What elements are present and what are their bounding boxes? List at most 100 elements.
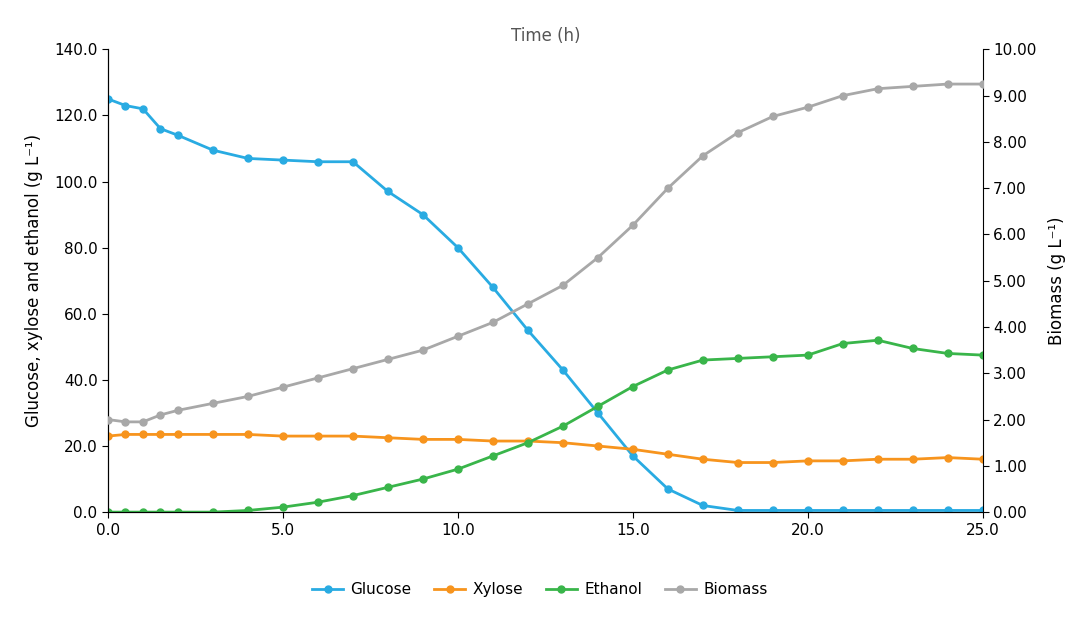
- Glucose: [976, 507, 989, 514]
- Ethanol: [556, 423, 569, 430]
- Glucose: [872, 507, 885, 514]
- Xylose: [154, 431, 167, 438]
- Xylose: [451, 436, 464, 443]
- Glucose: [697, 502, 710, 509]
- Biomass: [626, 222, 639, 229]
- Biomass: [451, 333, 464, 340]
- Biomass: [976, 80, 989, 88]
- Biomass: [836, 92, 849, 99]
- Ethanol: [102, 508, 114, 516]
- Glucose: [731, 507, 744, 514]
- Xylose: [801, 457, 814, 465]
- Biomass: [154, 411, 167, 418]
- Glucose: [311, 158, 324, 165]
- Biomass: [801, 104, 814, 111]
- Xylose: [136, 431, 149, 438]
- Ethanol: [872, 336, 885, 344]
- Glucose: [767, 507, 780, 514]
- Biomass: [697, 152, 710, 159]
- Xylose: [731, 459, 744, 466]
- Xylose: [486, 437, 499, 445]
- Xylose: [836, 457, 849, 465]
- Title: Time (h): Time (h): [511, 27, 580, 45]
- Ethanol: [136, 508, 149, 516]
- Biomass: [172, 407, 185, 414]
- Biomass: [486, 318, 499, 326]
- Ethanol: [206, 508, 219, 516]
- Xylose: [276, 433, 289, 440]
- Glucose: [801, 507, 814, 514]
- Legend: Glucose, Xylose, Ethanol, Biomass: Glucose, Xylose, Ethanol, Biomass: [306, 576, 774, 603]
- Xylose: [626, 445, 639, 453]
- Biomass: [347, 365, 360, 372]
- Xylose: [172, 431, 185, 438]
- Ethanol: [486, 452, 499, 460]
- Xylose: [242, 431, 255, 438]
- Ethanol: [661, 366, 674, 374]
- Line: Xylose: Xylose: [105, 431, 986, 466]
- Ethanol: [347, 492, 360, 499]
- Y-axis label: Biomass (g L⁻¹): Biomass (g L⁻¹): [1048, 217, 1066, 345]
- Biomass: [592, 254, 605, 262]
- Biomass: [381, 355, 394, 363]
- Ethanol: [119, 508, 132, 516]
- Ethanol: [906, 345, 919, 352]
- Biomass: [731, 129, 744, 136]
- Glucose: [154, 125, 167, 133]
- Biomass: [522, 300, 535, 308]
- Biomass: [872, 85, 885, 93]
- Ethanol: [836, 340, 849, 347]
- Xylose: [592, 442, 605, 450]
- Ethanol: [942, 350, 955, 357]
- Biomass: [942, 80, 955, 88]
- Biomass: [767, 113, 780, 120]
- Ethanol: [417, 475, 430, 482]
- Xylose: [311, 433, 324, 440]
- Ethanol: [976, 352, 989, 359]
- Biomass: [417, 347, 430, 354]
- Glucose: [626, 452, 639, 460]
- Ethanol: [731, 355, 744, 362]
- Glucose: [522, 326, 535, 334]
- Ethanol: [697, 357, 710, 364]
- Xylose: [906, 455, 919, 463]
- Ethanol: [767, 353, 780, 360]
- Glucose: [276, 156, 289, 164]
- Glucose: [417, 211, 430, 218]
- Glucose: [486, 284, 499, 291]
- Xylose: [102, 433, 114, 440]
- Ethanol: [522, 439, 535, 447]
- Y-axis label: Glucose, xylose and ethanol (g L⁻¹): Glucose, xylose and ethanol (g L⁻¹): [25, 134, 43, 428]
- Xylose: [767, 459, 780, 466]
- Glucose: [592, 409, 605, 416]
- Ethanol: [154, 508, 167, 516]
- Glucose: [942, 507, 955, 514]
- Xylose: [872, 455, 885, 463]
- Glucose: [242, 155, 255, 162]
- Glucose: [206, 146, 219, 154]
- Glucose: [906, 507, 919, 514]
- Biomass: [556, 281, 569, 289]
- Biomass: [311, 374, 324, 381]
- Xylose: [522, 437, 535, 445]
- Biomass: [276, 383, 289, 391]
- Glucose: [172, 131, 185, 139]
- Xylose: [417, 436, 430, 443]
- Glucose: [347, 158, 360, 165]
- Xylose: [556, 439, 569, 447]
- Biomass: [119, 418, 132, 426]
- Biomass: [136, 418, 149, 426]
- Ethanol: [801, 352, 814, 359]
- Biomass: [206, 400, 219, 407]
- Biomass: [242, 392, 255, 400]
- Glucose: [661, 485, 674, 492]
- Ethanol: [592, 403, 605, 410]
- Xylose: [697, 455, 710, 463]
- Xylose: [942, 454, 955, 462]
- Glucose: [119, 102, 132, 109]
- Biomass: [102, 416, 114, 423]
- Xylose: [976, 455, 989, 463]
- Glucose: [102, 95, 114, 102]
- Glucose: [556, 366, 569, 374]
- Glucose: [451, 244, 464, 251]
